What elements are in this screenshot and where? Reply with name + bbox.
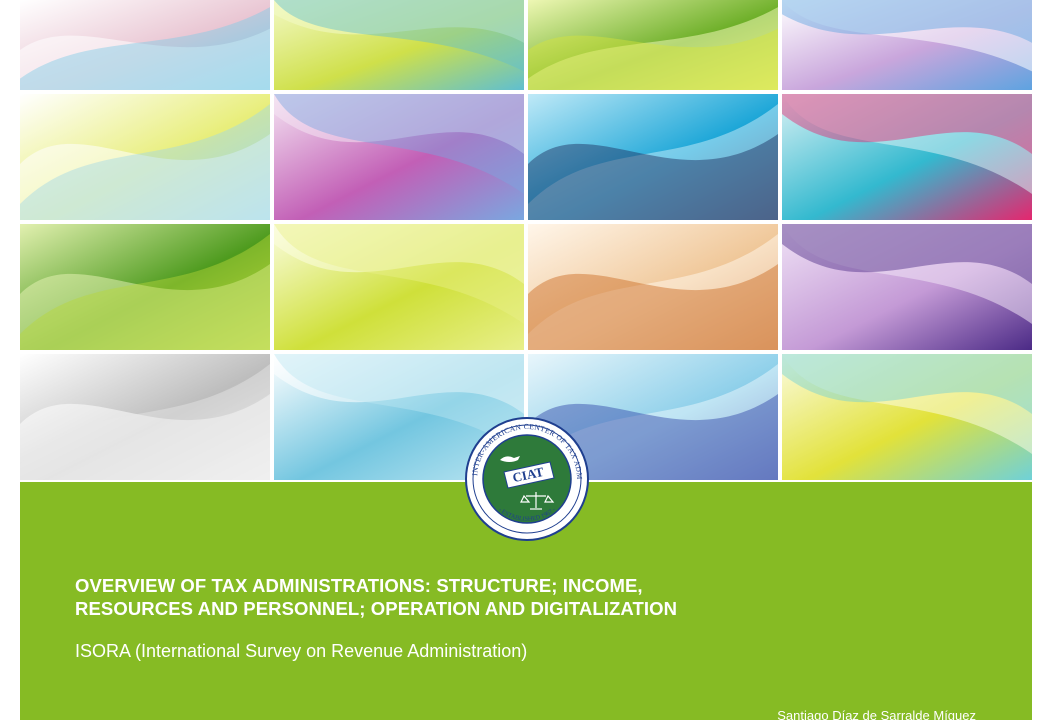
tile-cyan-magenta xyxy=(782,94,1032,220)
tile-cyan-navy xyxy=(528,94,778,220)
report-title-line-1: OVERVIEW OF TAX ADMINISTRATIONS: STRUCTU… xyxy=(75,575,643,596)
tile-pink-blue xyxy=(20,0,270,90)
report-author: Santiago Díaz de Sarralde Míguez xyxy=(777,708,976,723)
tile-violet-blue xyxy=(782,0,1032,90)
scales-of-justice-icon xyxy=(520,492,555,510)
tile-magenta-blue xyxy=(274,94,524,220)
cover-image-mosaic xyxy=(20,0,1032,480)
tile-green-gradient xyxy=(20,224,270,350)
ciat-seal-logo: INTER-AMERICAN CENTER OF TAX ADMINISTRAT… xyxy=(464,416,590,542)
ciat-seal-graphic: INTER-AMERICAN CENTER OF TAX ADMINISTRAT… xyxy=(464,416,589,541)
tile-purple-indigo xyxy=(782,224,1032,350)
tile-grey-white xyxy=(20,354,270,480)
report-title-line-2: RESOURCES AND PERSONNEL; OPERATION AND D… xyxy=(75,598,678,619)
tile-lime-yellow xyxy=(274,224,524,350)
report-title: OVERVIEW OF TAX ADMINISTRATIONS: STRUCTU… xyxy=(75,574,975,620)
tile-lime-teal xyxy=(274,0,524,90)
seal-center-text: CIAT xyxy=(511,464,545,485)
report-subtitle: ISORA (International Survey on Revenue A… xyxy=(75,641,528,661)
tile-orange-brown xyxy=(528,224,778,350)
tile-sky-blue xyxy=(274,354,524,480)
tile-green-lime xyxy=(528,0,778,90)
tile-yellow-aqua xyxy=(782,354,1032,480)
tile-yellow-cyan xyxy=(20,94,270,220)
lamp-icon xyxy=(500,456,520,462)
